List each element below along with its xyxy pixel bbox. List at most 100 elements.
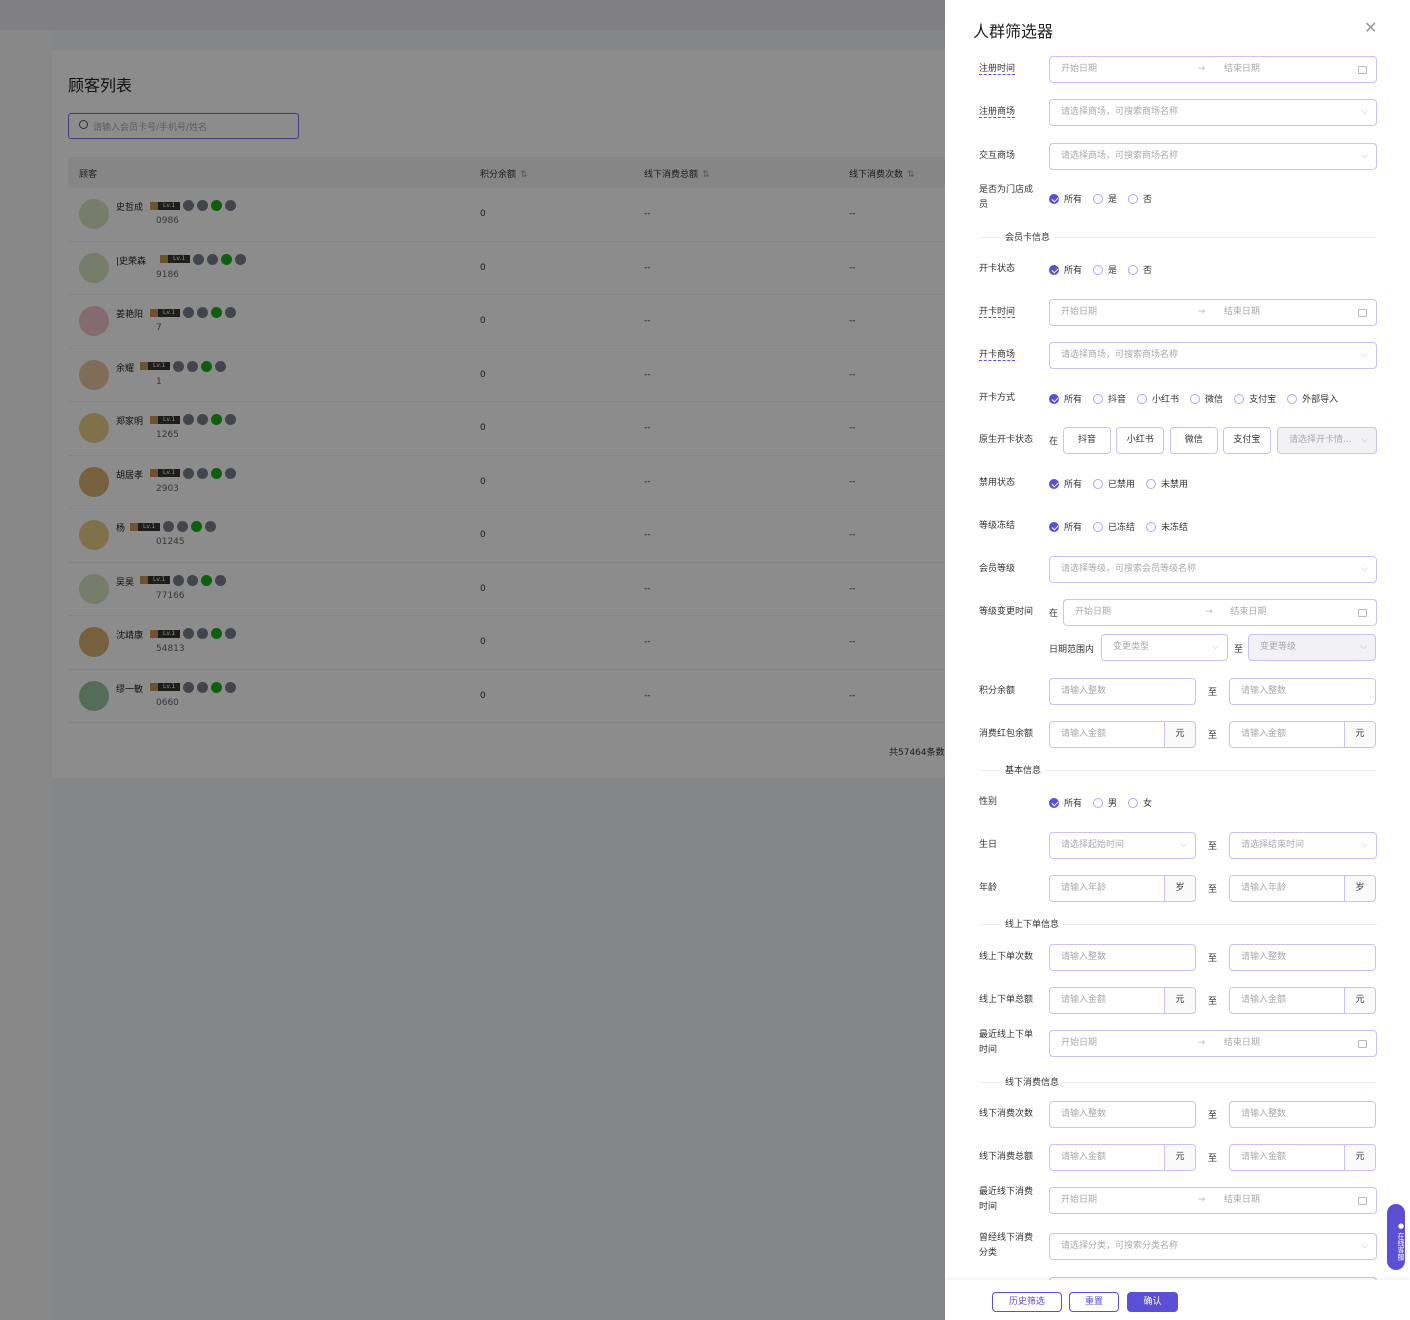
table-row[interactable]: 吴昊 Lv.1 77166 0 -- --: [68, 563, 962, 616]
radio-unchecked-icon[interactable]: [1234, 393, 1245, 404]
radio-unchecked-icon[interactable]: [1190, 393, 1201, 404]
select-dropdown[interactable]: 请选择商场，可搜索商场名称 ⌵: [1049, 143, 1377, 170]
customer-name[interactable]: 杨: [116, 524, 126, 534]
col-points[interactable]: 积分余额 ⇅: [480, 170, 528, 180]
number-input[interactable]: 请输入金额 元: [1229, 1144, 1376, 1171]
radio-unchecked-icon[interactable]: [1128, 264, 1139, 275]
start-date-select[interactable]: 请选择起始时间 ⌵: [1049, 832, 1196, 859]
table-row[interactable]: 沈靖康 Lv.1 54813 0 -- --: [68, 616, 962, 670]
radio-option[interactable]: 小红书: [1137, 392, 1179, 405]
customer-name[interactable]: 胡居孝: [116, 470, 144, 481]
radio-option[interactable]: 男: [1093, 796, 1117, 809]
radio-unchecked-icon[interactable]: [1093, 393, 1104, 404]
table-row[interactable]: 姜艳阳 Lv.1 7 0 -- --: [68, 295, 962, 349]
platform-toggle-button[interactable]: 抖音: [1063, 427, 1111, 454]
sort-icon[interactable]: ⇅: [520, 170, 528, 180]
search-input[interactable]: 请输入会员卡号/手机号/姓名: [68, 113, 299, 139]
date-range-picker[interactable]: 开始日期 → 结束日期: [1049, 1187, 1377, 1214]
platform-toggle-button[interactable]: 微信: [1169, 427, 1218, 454]
radio-unchecked-icon[interactable]: [1093, 797, 1104, 808]
radio-checked-icon[interactable]: [1049, 193, 1059, 204]
table-row[interactable]: 杨 Lv.1 01245 0 -- --: [68, 509, 962, 563]
table-row[interactable]: 余耀 Lv.1 1 0 -- --: [68, 349, 962, 402]
radio-option[interactable]: 已禁用: [1093, 477, 1135, 490]
radio-checked-icon[interactable]: [1049, 797, 1059, 808]
number-input[interactable]: 请输入金额 元: [1049, 987, 1196, 1014]
col-offline-count[interactable]: 线下消费次数 ⇅: [849, 170, 915, 180]
radio-option[interactable]: 所有: [1049, 392, 1082, 405]
radio-unchecked-icon[interactable]: [1137, 393, 1148, 404]
select-dropdown[interactable]: 请选择分类，可搜索分类名称 ⌵: [1049, 1233, 1377, 1260]
online-support-button[interactable]: ● 在线客服: [1387, 1204, 1405, 1270]
radio-option[interactable]: 未冻结: [1146, 520, 1188, 533]
customer-name[interactable]: 缪一敏: [116, 684, 144, 695]
number-input[interactable]: 请输入整数: [1229, 944, 1376, 971]
radio-option[interactable]: 已冻结: [1093, 520, 1135, 533]
radio-unchecked-icon[interactable]: [1128, 193, 1139, 204]
radio-option[interactable]: 抖音: [1093, 392, 1126, 405]
table-row[interactable]: 缪一敏 Lv.1 0660 0 -- --: [68, 670, 962, 723]
radio-option[interactable]: 未禁用: [1146, 477, 1188, 490]
customer-name[interactable]: 史哲成: [116, 203, 144, 213]
radio-unchecked-icon[interactable]: [1128, 797, 1139, 808]
platform-toggle-button[interactable]: 小红书: [1116, 427, 1165, 454]
sort-icon[interactable]: ⇅: [907, 170, 915, 180]
customer-name[interactable]: 余耀: [116, 363, 135, 374]
radio-checked-icon[interactable]: [1049, 478, 1059, 489]
radio-option[interactable]: 微信: [1190, 392, 1223, 405]
radio-option[interactable]: 所有: [1049, 192, 1082, 205]
radio-unchecked-icon[interactable]: [1093, 478, 1104, 489]
number-input[interactable]: 请输入整数: [1049, 944, 1196, 971]
number-input[interactable]: 请输入金额 元: [1049, 1144, 1196, 1171]
radio-unchecked-icon[interactable]: [1146, 521, 1157, 532]
select-dropdown[interactable]: 请选择商场，可搜索商场名称 ⌵: [1049, 342, 1377, 369]
radio-checked-icon[interactable]: [1049, 264, 1059, 275]
radio-unchecked-icon[interactable]: [1093, 264, 1104, 275]
table-row[interactable]: 史哲成 Lv.1 0986 0 -- --: [68, 188, 962, 242]
radio-unchecked-icon[interactable]: [1146, 478, 1157, 489]
customer-name[interactable]: 郑家明: [116, 417, 144, 427]
radio-option[interactable]: 女: [1128, 796, 1152, 809]
radio-checked-icon[interactable]: [1049, 521, 1059, 532]
number-input[interactable]: 请输入金额 元: [1229, 721, 1376, 748]
select-dropdown[interactable]: 请选择商场，可搜索商场名称 ⌵: [1049, 99, 1377, 126]
date-range-picker[interactable]: 开始日期 → 结束日期: [1063, 599, 1377, 626]
confirm-button[interactable]: 确认: [1127, 1292, 1178, 1312]
reset-button[interactable]: 重置: [1069, 1292, 1119, 1312]
customer-name[interactable]: |史荣森: [116, 256, 147, 267]
platform-toggle-button[interactable]: 支付宝: [1222, 427, 1271, 454]
history-filter-button[interactable]: 历史筛选: [992, 1292, 1062, 1312]
customer-name[interactable]: 沈靖康: [116, 631, 144, 641]
radio-unchecked-icon[interactable]: [1093, 193, 1104, 204]
sort-icon[interactable]: ⇅: [702, 170, 710, 180]
table-row[interactable]: 胡居孝 Lv.1 2903 0 -- --: [68, 456, 962, 509]
date-range-picker[interactable]: 开始日期 → 结束日期: [1049, 56, 1377, 83]
radio-option[interactable]: 否: [1128, 263, 1152, 276]
number-input[interactable]: 请输入金额 元: [1229, 987, 1376, 1014]
close-icon[interactable]: ✕: [1364, 18, 1378, 37]
number-input[interactable]: 请输入金额 元: [1049, 721, 1196, 748]
radio-option[interactable]: 支付宝: [1234, 392, 1276, 405]
date-range-picker[interactable]: 开始日期 → 结束日期: [1049, 1030, 1377, 1057]
table-row[interactable]: |史荣森 Lv.1 9186 0 -- --: [68, 242, 962, 295]
number-input[interactable]: 请输入整数: [1049, 678, 1196, 705]
radio-unchecked-icon[interactable]: [1287, 393, 1298, 404]
change-type-select[interactable]: 变更类型 ⌵: [1101, 634, 1228, 661]
customer-name[interactable]: 吴昊: [116, 577, 135, 588]
number-input[interactable]: 请输入整数: [1229, 678, 1376, 705]
number-input[interactable]: 请输入整数: [1229, 1101, 1376, 1128]
radio-option[interactable]: 是: [1093, 263, 1117, 276]
radio-option[interactable]: 所有: [1049, 263, 1082, 276]
date-range-picker[interactable]: 开始日期 → 结束日期: [1049, 299, 1377, 326]
table-row[interactable]: 郑家明 Lv.1 1265 0 -- --: [68, 402, 962, 456]
radio-option[interactable]: 所有: [1049, 796, 1082, 809]
col-offline-total[interactable]: 线下消费总额 ⇅: [644, 170, 710, 180]
radio-option[interactable]: 所有: [1049, 477, 1082, 490]
radio-option[interactable]: 是: [1093, 192, 1117, 205]
end-date-select[interactable]: 请选择结束时间 ⌵: [1229, 832, 1377, 859]
customer-name[interactable]: 姜艳阳: [116, 310, 144, 320]
radio-option[interactable]: 否: [1128, 192, 1152, 205]
radio-option[interactable]: 所有: [1049, 520, 1082, 533]
select-dropdown[interactable]: 请选择等级，可搜索会员等级名称 ⌵: [1049, 556, 1377, 583]
radio-checked-icon[interactable]: [1049, 393, 1059, 404]
